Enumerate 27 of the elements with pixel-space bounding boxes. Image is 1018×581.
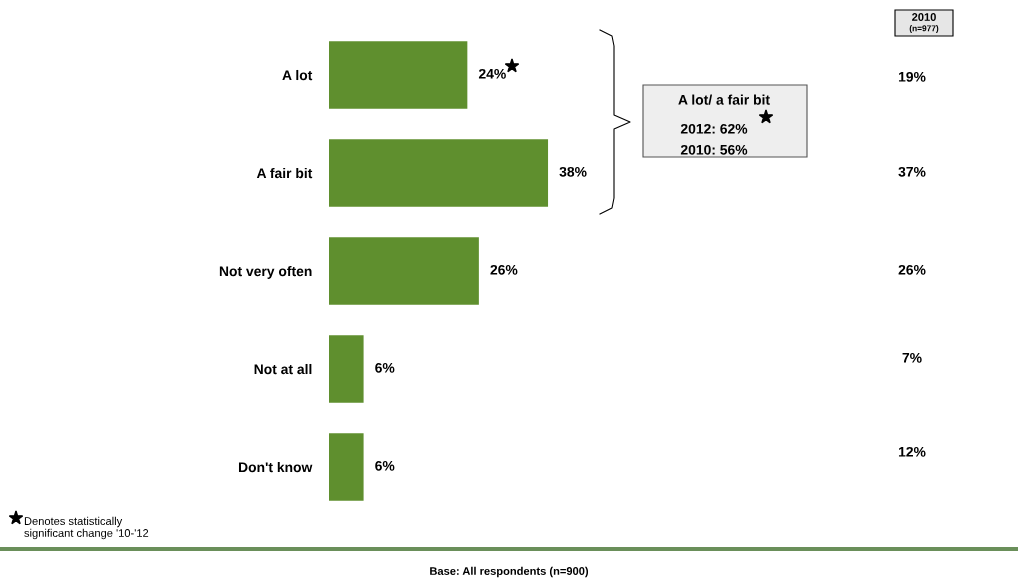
text: 2012: 62% [680, 123, 748, 134]
y-tick-label: Not very often [219, 265, 312, 279]
text: 37% [898, 166, 926, 177]
text: 2010: 56% [680, 144, 748, 155]
y-tick-label: A lot [282, 69, 313, 81]
text: Base: All respondents (n=900) [430, 566, 589, 578]
data-label: 6% [375, 362, 395, 373]
text: 2010 [912, 13, 936, 21]
bar [329, 41, 468, 109]
y-tick-label: Don't know [238, 461, 313, 473]
bar [329, 335, 364, 403]
text: A lot/ a fair bit [678, 94, 770, 105]
text: Denotes statistically significant change '10-'12 [24, 516, 149, 540]
text: 26% [898, 264, 926, 275]
data-label: 38% [559, 166, 587, 177]
text: (n=977) [909, 25, 939, 33]
bar [329, 433, 364, 501]
text: 12% [898, 446, 926, 457]
bar [329, 237, 479, 305]
bar [329, 139, 549, 207]
text: 19% [898, 71, 926, 82]
y-tick-label: Not at all [254, 363, 312, 375]
data-label: 6% [375, 460, 395, 471]
data-label: 26% [490, 264, 518, 275]
data-label: 24% [478, 68, 506, 79]
text: 7% [902, 352, 922, 363]
y-tick-label: A fair bit [256, 167, 313, 179]
